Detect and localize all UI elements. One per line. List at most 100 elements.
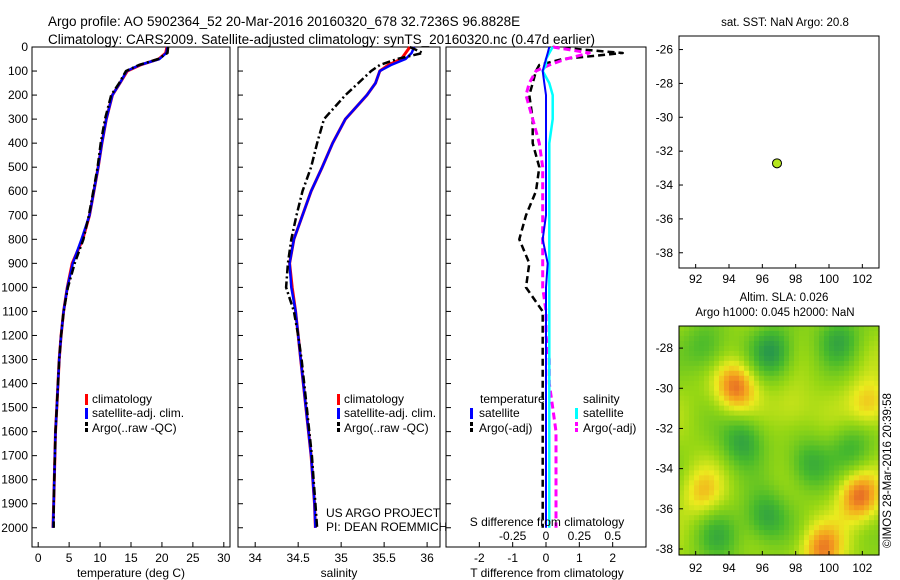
sla-cell	[754, 410, 760, 417]
sla-cell	[814, 380, 820, 387]
sla-cell	[694, 445, 700, 452]
sla-cell	[764, 400, 770, 407]
sla-cell	[844, 430, 850, 437]
sla-cell	[819, 500, 825, 506]
sla-cell	[854, 480, 860, 486]
sla-cell	[829, 345, 835, 352]
sla-cell	[874, 405, 880, 412]
sla-cell	[869, 360, 875, 367]
sla-cell	[729, 345, 735, 352]
sla-cell	[679, 375, 685, 382]
sla-cell	[714, 525, 720, 531]
sla-cell	[854, 500, 860, 506]
sla-cell	[744, 535, 750, 541]
sla-cell	[689, 390, 695, 397]
sla-cell	[764, 375, 770, 382]
sla-cell	[839, 480, 845, 486]
sla-cell	[814, 460, 820, 466]
sla-cell	[699, 465, 705, 471]
sla-cell	[839, 380, 845, 387]
sla-cell	[769, 430, 775, 437]
sla-cell	[684, 545, 690, 551]
sla-cell	[709, 420, 715, 427]
sla-cell	[819, 535, 825, 541]
sla-cell	[794, 530, 800, 536]
sla-cell	[829, 350, 835, 357]
sla-cell	[854, 525, 860, 531]
sla-cell	[809, 395, 815, 402]
sla-cell	[774, 470, 780, 476]
sla-cell	[734, 505, 740, 511]
s-tick-label: -0.25	[499, 529, 527, 543]
sla-cell	[864, 425, 870, 432]
sla-cell	[709, 330, 715, 337]
sla-cell	[759, 475, 765, 481]
sla-cell	[709, 350, 715, 357]
sla-cell	[739, 385, 745, 392]
sla-cell	[729, 375, 735, 382]
sla-cell	[799, 530, 805, 536]
y-tick-label: 1300	[1, 353, 28, 367]
sla-cell	[789, 326, 795, 332]
sla-cell	[694, 495, 700, 501]
sla-cell	[834, 480, 840, 486]
sla-cell	[744, 520, 750, 526]
sla-cell	[734, 525, 740, 531]
sla-cell	[834, 345, 840, 352]
sla-cell	[864, 475, 870, 481]
sla-cell	[849, 400, 855, 407]
sla-cell	[854, 535, 860, 541]
sla-cell	[774, 350, 780, 357]
sla-cell	[744, 505, 750, 511]
sla-cell	[859, 465, 865, 471]
sla-cell	[739, 520, 745, 526]
sla-cell	[684, 460, 690, 466]
sla-cell	[714, 420, 720, 427]
sla-cell	[689, 450, 695, 457]
sla-cell	[694, 450, 700, 457]
sla-cell	[749, 385, 755, 392]
legend-label-argo: Argo(..raw -QC)	[92, 421, 177, 435]
legend-swatch-s-satellite	[575, 408, 578, 419]
sla-cell	[689, 500, 695, 506]
sla-cell	[799, 350, 805, 357]
sla-cell	[794, 335, 800, 342]
sla-cell	[779, 430, 785, 437]
sla-cell	[794, 520, 800, 526]
sla-cell	[799, 540, 805, 546]
sla-cell	[839, 470, 845, 476]
sla-cell	[759, 340, 765, 347]
sla-cell	[814, 515, 820, 521]
sla-cell	[749, 395, 755, 402]
sla-cell	[764, 425, 770, 432]
sla-cell	[859, 460, 865, 466]
sla-cell	[744, 326, 750, 332]
sla-cell	[844, 525, 850, 531]
sla-cell	[784, 365, 790, 372]
x-tick-label: 92	[689, 272, 703, 286]
sla-cell	[744, 400, 750, 407]
sla-cell	[719, 345, 725, 352]
sla-cell	[854, 455, 860, 462]
sla-cell	[704, 385, 710, 392]
sla-cell	[769, 465, 775, 471]
sla-cell	[804, 535, 810, 541]
sla-cell	[824, 435, 830, 442]
sla-cell	[734, 545, 740, 551]
sla-cell	[729, 505, 735, 511]
sla-cell	[844, 405, 850, 412]
sla-cell	[844, 370, 850, 377]
sla-cell	[819, 550, 825, 556]
sla-cell	[739, 326, 745, 332]
sla-cell	[734, 515, 740, 521]
sla-cell	[714, 500, 720, 506]
sla-cell	[799, 535, 805, 541]
sla-cell	[709, 495, 715, 501]
sla-cell	[769, 440, 775, 447]
sla-cell	[789, 345, 795, 352]
sla-cell	[694, 430, 700, 437]
sla-cell	[799, 425, 805, 432]
sla-cell	[779, 395, 785, 402]
sla-cell	[754, 475, 760, 481]
sla-cell	[699, 425, 705, 432]
